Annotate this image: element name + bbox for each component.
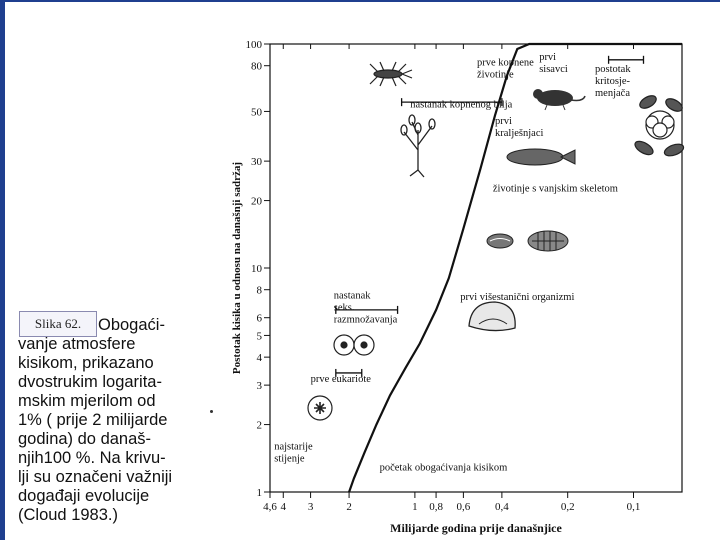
caption-line: godina) do današ- xyxy=(18,430,152,448)
y-tick-label: 80 xyxy=(251,61,263,73)
annotation-line: početak obogaćivanja kisikom xyxy=(380,462,508,473)
annotation: nastanak kopnenog bilja xyxy=(410,100,512,111)
y-tick-label: 20 xyxy=(251,196,263,208)
annotation-line: prve eukariote xyxy=(311,374,372,385)
eukaryote-cell-icon xyxy=(307,395,333,421)
figure-caption: Obogaći- vanje atmosfere kisikom, prikaz… xyxy=(18,316,186,525)
cell-pair-icon xyxy=(333,334,375,356)
annotation-line: najstarije xyxy=(274,441,313,452)
annotation: početak obogaćivanja kisikom xyxy=(380,462,508,473)
trilobite-icon xyxy=(527,230,569,252)
annotation-line: nastanak kopnenog bilja xyxy=(410,100,512,111)
oxygen-curve xyxy=(348,42,682,493)
annotation: prvi kralješnjaci xyxy=(495,116,543,139)
plot-frame xyxy=(269,43,683,493)
annotation-line: životinje s vanjskim skeletom xyxy=(493,183,618,194)
annotation-line: postotak xyxy=(595,64,631,75)
shell-icon xyxy=(486,233,514,249)
chart-axes: 1 2 3 4 5 6 8 10 20 30 50 80 100 4,6 4 3 2 1 0,8 0,6 0,4 0,2 0… xyxy=(231,39,683,535)
annotation-line: nastanak xyxy=(334,291,371,302)
x-tick-label: 0,1 xyxy=(627,501,641,513)
y-tick-label: 3 xyxy=(257,380,263,392)
annotation: prvi višestanični organizmi xyxy=(460,292,574,303)
annotation: životinje s vanjskim skeletom xyxy=(493,183,618,194)
caption-line: Obogaći- xyxy=(98,316,165,334)
x-tick-label: 4,6 xyxy=(263,501,277,513)
annotation: prvi sisavci xyxy=(539,52,568,75)
x-tick-label: 0,6 xyxy=(457,501,471,513)
caption-line: 1% ( prije 2 milijarde xyxy=(18,411,168,429)
annotation: nastanak seks. razmnožavanja xyxy=(334,291,398,326)
y-tick-label: 8 xyxy=(257,285,263,297)
y-tick-label: 4 xyxy=(257,352,263,364)
range-layer xyxy=(335,55,645,377)
annotation-line: stijenje xyxy=(274,453,305,464)
rodent-icon xyxy=(533,89,586,111)
x-tick-label: 1 xyxy=(412,501,418,513)
plant-icon xyxy=(400,114,436,178)
annotation-line: menjača xyxy=(595,88,630,99)
annotation-line: prvi višestanični organizmi xyxy=(460,292,574,303)
annotation-line: životinje xyxy=(477,70,514,81)
annotation-line: prvi xyxy=(539,52,556,63)
caption-line: mskim mjerilom od xyxy=(18,392,156,410)
y-tick-label: 5 xyxy=(257,330,263,342)
caption-line: njih100 %. Na krivu- xyxy=(18,449,166,467)
annotation-line: prve kopnene xyxy=(477,58,534,69)
annotation-line: razmnožavanja xyxy=(334,315,398,326)
x-tick-label: 0,8 xyxy=(429,501,443,513)
annotation: postotak kritosje-menjača xyxy=(595,64,631,99)
y-tick-label: 1 xyxy=(257,487,263,499)
x-tick-label: 0,2 xyxy=(561,501,575,513)
y-tick-label: 6 xyxy=(257,313,263,325)
y-tick-label: 100 xyxy=(246,39,263,51)
slide-frame-top xyxy=(0,0,720,2)
annotation: prve eukariote xyxy=(311,374,372,385)
fish-icon xyxy=(506,148,576,166)
caption-line: (Cloud 1983.) xyxy=(18,506,118,524)
caption-line: događaji evolucije xyxy=(18,487,150,505)
slide-frame-left xyxy=(0,0,5,540)
y-tick-label: 50 xyxy=(251,106,263,118)
y-tick-label: 10 xyxy=(251,263,263,275)
x-tick-label: 2 xyxy=(346,501,352,513)
annotation: najstarije stijenje xyxy=(274,441,313,464)
flower-icon xyxy=(634,95,685,157)
caption-line: vanje atmosfere xyxy=(18,335,136,353)
y-axis-label: Postotak kisika u odnosu na današnji sad… xyxy=(231,162,243,374)
caption-line: lji su označeni važniji xyxy=(18,468,173,486)
x-tick-label: 3 xyxy=(308,501,314,513)
caption-line: dvostrukim logarita- xyxy=(18,373,162,391)
x-tick-label: 4 xyxy=(281,501,287,513)
stray-dot xyxy=(210,410,213,413)
caption-line: kisikom, prikazano xyxy=(18,354,154,372)
y-tick-label: 30 xyxy=(251,156,263,168)
y-tick-label: 2 xyxy=(257,420,263,432)
curve-layer xyxy=(348,42,682,493)
annotation-line: kritosje- xyxy=(595,76,630,87)
figure-label-badge: Slika 62. xyxy=(19,311,97,337)
annotation-line: seks. xyxy=(334,303,355,314)
annotation-line: sisavci xyxy=(539,64,568,75)
annotation-line: prvi xyxy=(495,116,512,127)
x-tick-label: 0,4 xyxy=(495,501,509,513)
x-axis-label: Milijarde godina prije današnjice xyxy=(390,521,562,535)
annotation-line: kralješnjaci xyxy=(495,128,543,139)
insect-icon xyxy=(369,61,413,87)
jellyfish-icon xyxy=(468,301,516,332)
annotation: prve kopnene životinje xyxy=(477,58,534,81)
